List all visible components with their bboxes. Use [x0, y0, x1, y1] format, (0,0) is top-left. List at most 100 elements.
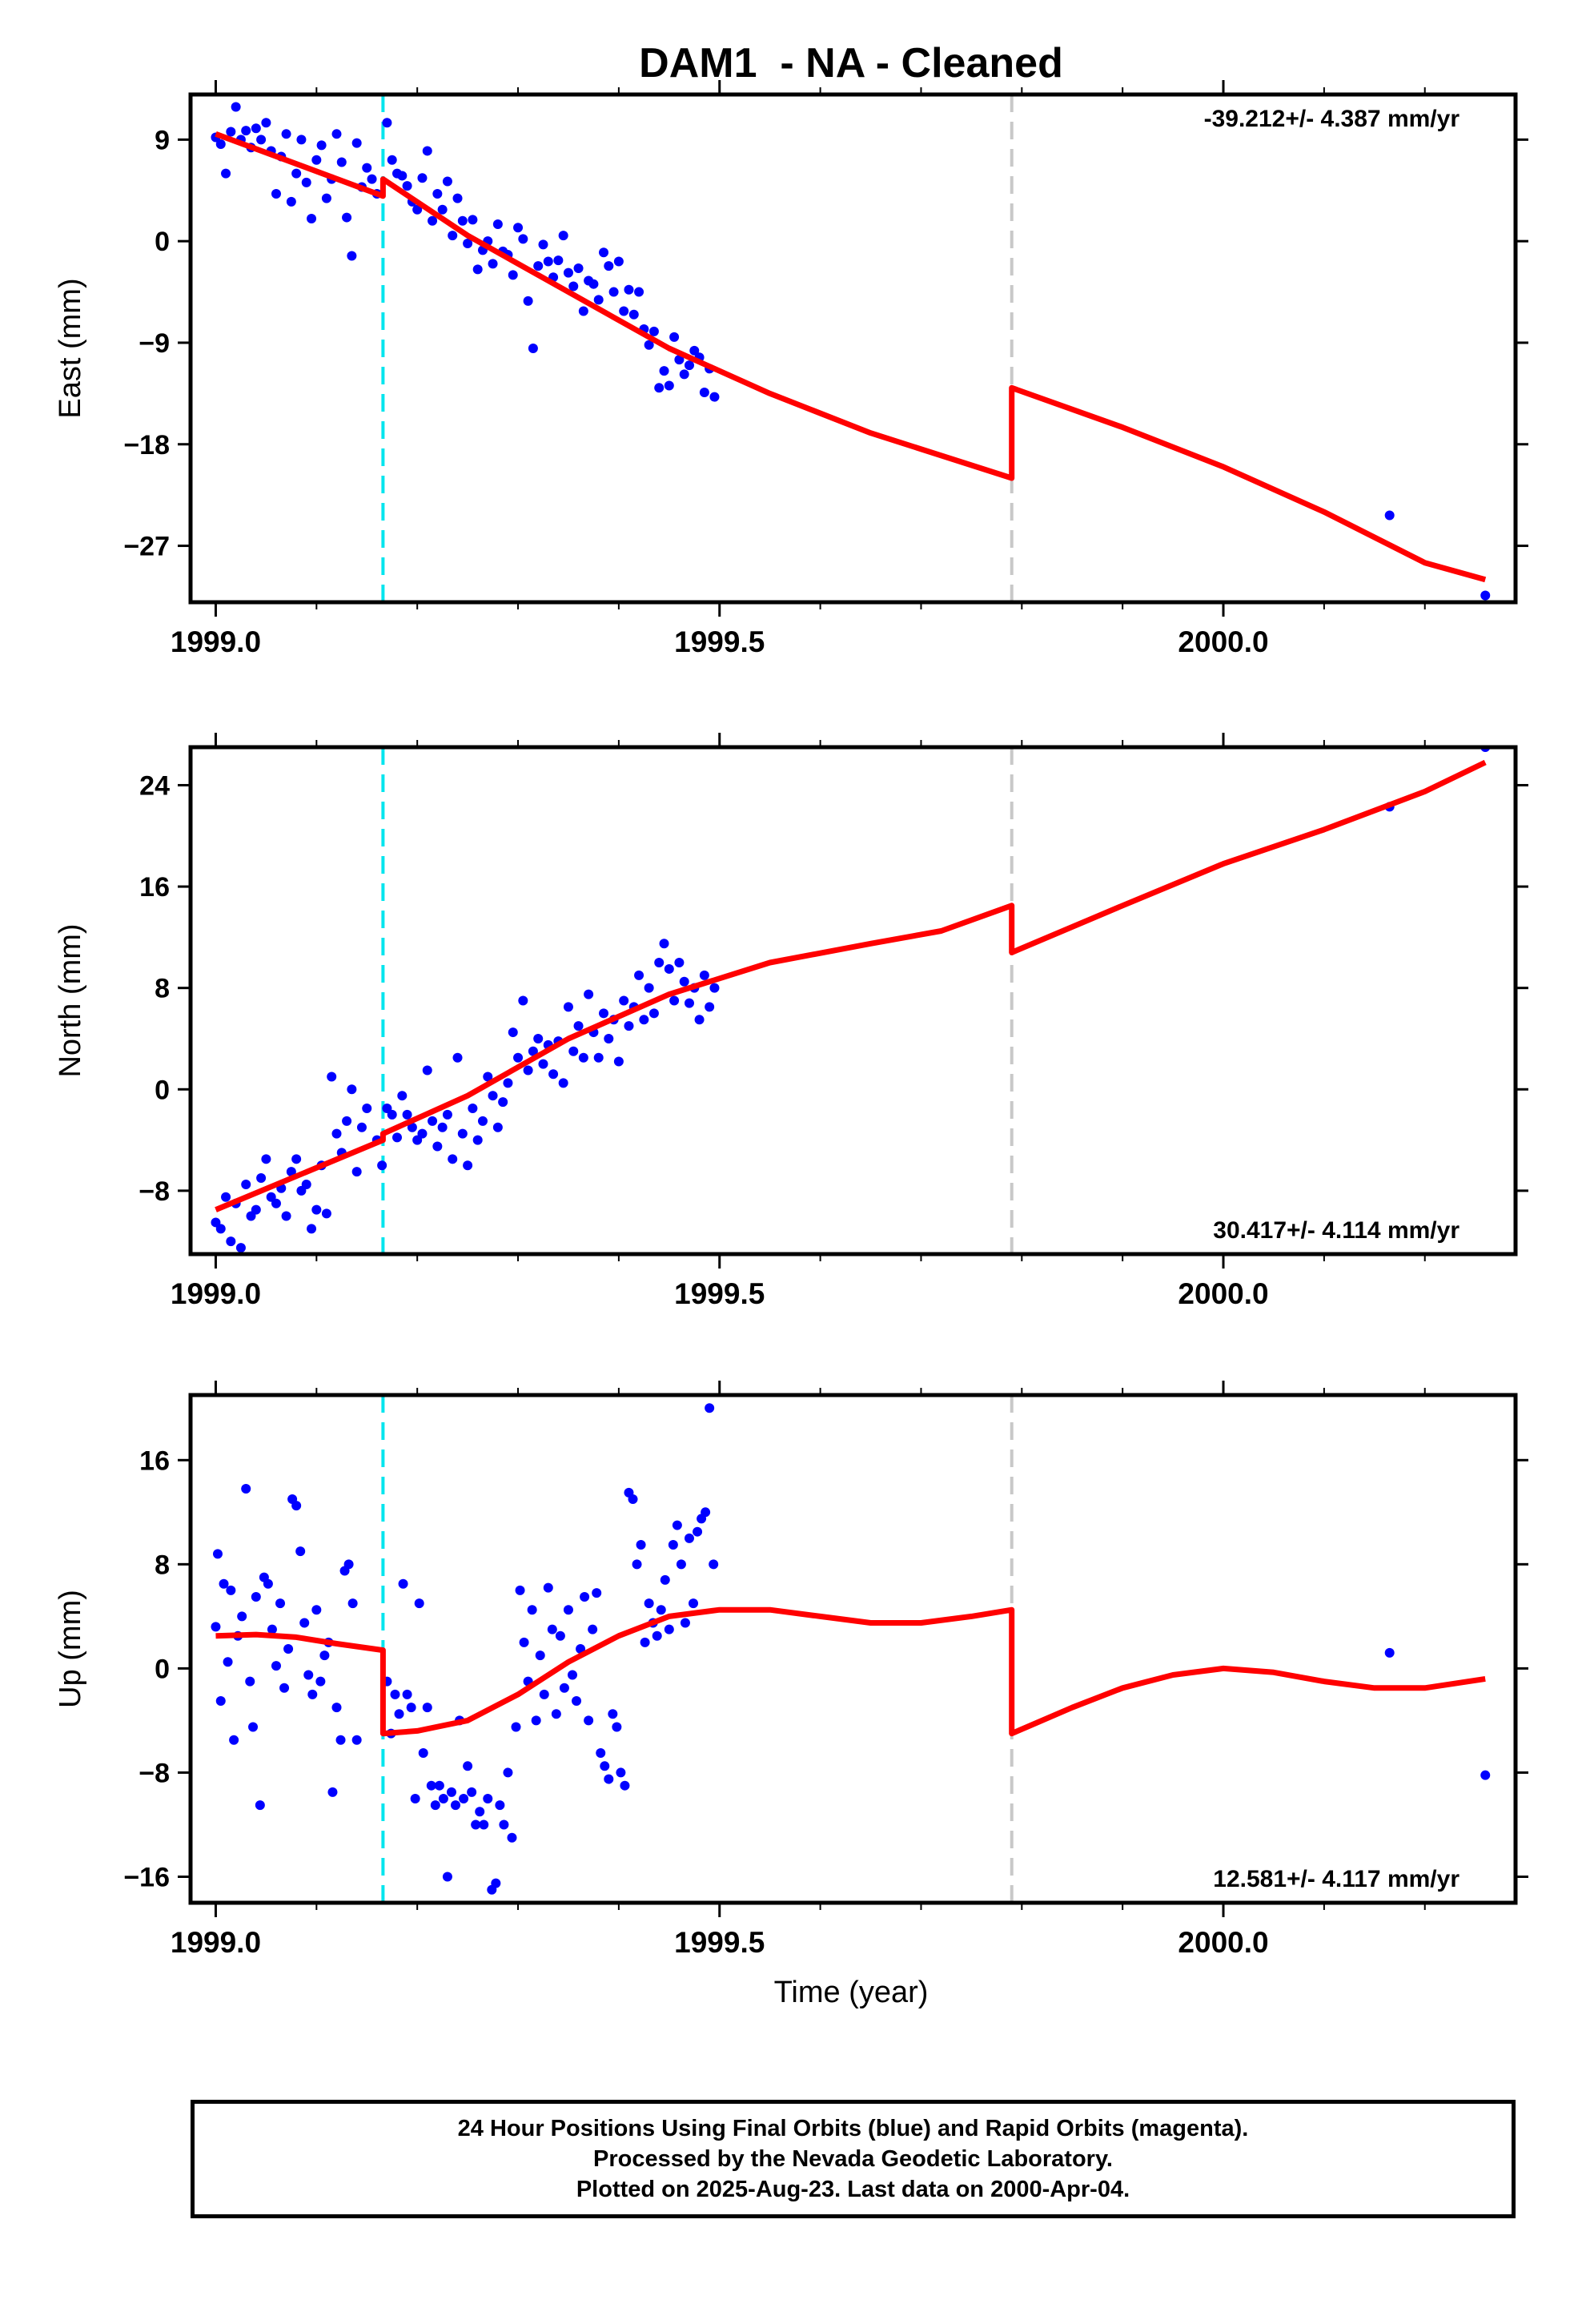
up-y-tick-label: 16 — [139, 1445, 170, 1476]
up-data-point — [535, 1651, 545, 1661]
north-data-point — [437, 1122, 448, 1132]
north-data-point — [422, 1065, 432, 1076]
up-data-point — [335, 1735, 346, 1745]
up-panel: 16 8 0 −8 −16 1999.0 1999.5 2000.0 Up (mm) 12.581… — [54, 1381, 1528, 1959]
east-velocity-label: -39.212+/- 4.387 mm/yr — [1204, 106, 1460, 132]
north-data-point — [558, 1078, 568, 1088]
north-data-point — [241, 1179, 251, 1189]
north-data-point — [226, 1236, 236, 1247]
east-data-point — [538, 239, 548, 250]
east-data-point — [281, 129, 291, 139]
up-data-point — [572, 1696, 582, 1707]
east-y-tick-label: −9 — [139, 328, 170, 359]
north-data-point — [679, 976, 689, 987]
up-data-point — [632, 1559, 642, 1570]
east-data-point — [588, 279, 599, 289]
east-data-point — [599, 247, 609, 258]
up-data-point — [327, 1787, 338, 1797]
north-data-point — [377, 1160, 387, 1171]
north-data-point — [402, 1109, 412, 1120]
north-data-point — [573, 1021, 584, 1031]
north-data-point — [362, 1104, 372, 1114]
north-data-point — [498, 1097, 508, 1108]
east-data-point — [679, 369, 689, 380]
up-data-point — [499, 1819, 509, 1830]
north-data-point — [261, 1154, 271, 1164]
north-y-tick-label: 24 — [139, 770, 170, 801]
north-data-point — [492, 1122, 503, 1132]
north-velocity-label: 30.417+/- 4.114 mm/yr — [1213, 1217, 1460, 1244]
east-data-point — [558, 231, 568, 241]
east-points-group — [211, 102, 1491, 601]
up-data-point — [267, 1624, 277, 1634]
up-data-point — [511, 1722, 521, 1732]
north-y-tick-label: 16 — [139, 872, 170, 903]
north-data-point — [331, 1128, 342, 1139]
east-data-point — [347, 251, 357, 261]
up-data-point — [459, 1793, 469, 1803]
north-data-point — [286, 1167, 296, 1177]
up-data-point — [656, 1605, 666, 1615]
north-data-point — [256, 1173, 267, 1184]
north-data-point — [477, 1116, 488, 1126]
east-panel: 9 0 −9 −18 −27 1999.0 1999.5 2000.0 East (mm) -39… — [54, 80, 1528, 658]
up-data-point — [295, 1546, 306, 1557]
east-model-line — [215, 131, 1487, 583]
north-data-point — [442, 1109, 452, 1120]
up-data-point — [527, 1605, 537, 1615]
east-data-point — [593, 295, 604, 305]
east-data-point — [664, 380, 674, 391]
east-data-point — [689, 345, 700, 356]
north-data-point — [664, 963, 674, 974]
north-data-point — [523, 1065, 533, 1076]
east-data-point — [291, 168, 302, 179]
east-data-point — [307, 213, 317, 223]
up-data-point — [331, 1703, 342, 1713]
up-model-line — [215, 1606, 1486, 1737]
east-data-point — [261, 118, 271, 128]
north-data-point — [347, 1084, 357, 1095]
up-data-point — [1384, 1647, 1395, 1658]
north-x-tick-label: 2000.0 — [1178, 1277, 1268, 1310]
east-data-point — [1384, 510, 1395, 521]
north-data-point — [508, 1027, 518, 1038]
east-data-point — [221, 168, 231, 179]
up-data-point — [503, 1767, 513, 1778]
north-data-point — [568, 1046, 579, 1056]
north-data-point — [271, 1198, 281, 1208]
east-data-point — [492, 219, 503, 230]
up-data-point — [495, 1800, 505, 1811]
up-data-point — [628, 1494, 638, 1505]
up-data-point — [442, 1872, 452, 1882]
up-data-point — [693, 1526, 703, 1537]
north-data-point — [463, 1160, 473, 1171]
east-data-point — [508, 270, 518, 280]
up-data-point — [414, 1598, 424, 1609]
east-data-point — [578, 306, 588, 316]
east-data-point — [422, 146, 432, 156]
up-data-point — [347, 1598, 358, 1609]
up-data-point — [592, 1588, 602, 1598]
north-data-point — [488, 1091, 498, 1101]
up-data-point — [567, 1670, 577, 1680]
up-data-point — [248, 1722, 259, 1732]
north-data-point — [417, 1128, 428, 1139]
east-data-point — [331, 129, 342, 139]
up-data-point — [515, 1585, 525, 1595]
north-y-tick-label: 8 — [155, 974, 170, 1004]
up-data-point — [555, 1630, 565, 1641]
north-y-axis-title: North (mm) — [54, 923, 87, 1077]
north-data-point — [669, 995, 680, 1006]
east-data-point — [256, 135, 267, 145]
north-panel: 24 16 8 0 −8 1999.0 1999.5 2000.0 North (mm) 30.4… — [54, 733, 1528, 1310]
up-data-point — [620, 1780, 630, 1791]
up-data-point — [211, 1622, 221, 1632]
east-data-point — [428, 215, 438, 226]
up-data-point — [689, 1598, 699, 1609]
east-data-point — [644, 340, 654, 350]
east-data-point — [412, 204, 423, 215]
up-data-point — [660, 1574, 670, 1585]
up-x-tick-label: 1999.5 — [674, 1926, 765, 1959]
up-data-point — [471, 1819, 481, 1830]
north-data-point — [387, 1109, 397, 1120]
